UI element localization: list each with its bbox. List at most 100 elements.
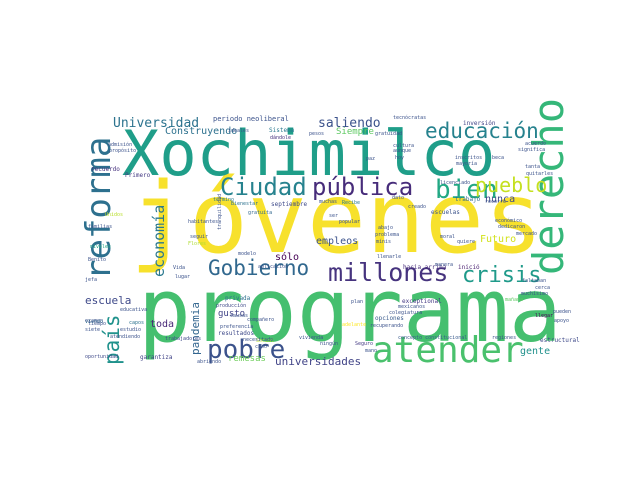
cloud-word-paz: paz	[366, 156, 376, 162]
cloud-word-ningun: ningún	[320, 341, 339, 347]
cloud-word-escuelas: escuelas	[431, 209, 460, 216]
cloud-word-economia: economía	[150, 204, 168, 277]
cloud-word-unidos: Unidos	[105, 212, 124, 218]
cloud-word-inversion: inversión	[463, 120, 496, 127]
cloud-word-construyendo: Construyendo	[165, 126, 238, 137]
cloud-word-gusto: gusto	[218, 309, 246, 319]
cloud-word-solo: sólo	[275, 252, 300, 263]
cloud-word-proposito: propósito	[109, 148, 137, 154]
cloud-word-produccion: producción	[216, 303, 247, 309]
cloud-word-flores: Flores	[188, 241, 207, 247]
cloud-word-colegiatura: colegiatura	[389, 310, 423, 316]
cloud-word-dandole: dándole	[270, 135, 292, 141]
cloud-word-dedicaron: dedicaron	[498, 224, 526, 230]
cloud-word-programa: programa	[138, 259, 562, 362]
cloud-word-moral: moral	[440, 234, 456, 240]
cloud-word-significa: significa	[518, 147, 546, 153]
cloud-word-estudio: estudio	[120, 327, 142, 333]
cloud-word-quiere: quiere	[457, 239, 476, 245]
cloud-word-futuro: Futuro	[480, 234, 517, 245]
cloud-word-opciones: opciones	[375, 315, 404, 322]
cloud-word-minis: mínis	[376, 239, 392, 245]
cloud-word-gratuita: gratuita	[248, 210, 273, 216]
cloud-word-regiones: regiones	[492, 335, 517, 341]
cloud-word-acuerdo: acuerdo	[525, 141, 547, 147]
cloud-word-licenciado: licenciado	[440, 180, 471, 186]
cloud-word-millones: millones	[328, 258, 449, 287]
cloud-word-tranquilidad: tranquilidad	[217, 193, 223, 230]
cloud-word-tecnocratas: tecnócratas	[393, 115, 427, 121]
cloud-word-garantiza: garantiza	[140, 354, 173, 361]
cloud-word-familias: familias	[88, 224, 113, 230]
cloud-word-benito: Benito	[88, 257, 107, 263]
cloud-word-siempre: Siempre	[336, 127, 374, 137]
cloud-word-pesos: pesos	[309, 131, 325, 137]
cloud-word-empleos: empleos	[316, 236, 359, 247]
cloud-word-mercado: mercado	[516, 231, 538, 237]
cloud-word-muchas: muchas	[319, 199, 338, 205]
cloud-word-causas: causas	[230, 313, 249, 319]
word-cloud: jóvenes programa Xochimilco atender dere…	[79, 98, 580, 369]
cloud-word-vivienda: vivienda	[299, 335, 324, 341]
cloud-word-siete: siete	[85, 327, 101, 333]
cloud-word-escuela: escuela	[85, 294, 132, 307]
cloud-word-trabajadores: trabajadores	[165, 336, 202, 342]
cloud-word-companero: compañero	[247, 317, 275, 323]
cloud-word-saliendo: saliendo	[318, 116, 381, 131]
cloud-word-universidades: universidades	[275, 355, 362, 368]
cloud-word-tiempo: tiempo	[88, 321, 107, 327]
cloud-word-creado: creado	[408, 204, 427, 210]
cloud-word-ciudad: Ciudad	[220, 173, 307, 201]
cloud-word-recuperando: recuperando	[370, 323, 404, 329]
cloud-word-manera: manera	[435, 262, 454, 268]
cloud-word-examen: examen	[85, 318, 104, 324]
cloud-word-modelo: modelo	[238, 251, 257, 257]
cloud-word-gratuidad: gratuidad	[375, 131, 403, 137]
cloud-word-termino: término	[213, 197, 235, 203]
cloud-word-llegar: llegar	[535, 313, 554, 319]
cloud-word-capos: capos	[129, 320, 145, 326]
cloud-word-aunque: aunque	[393, 148, 412, 154]
cloud-word-remesas: remesas	[228, 354, 266, 364]
cloud-word-mayoria: mayoría	[456, 161, 478, 167]
cloud-word-niveles: niveles	[90, 244, 112, 250]
cloud-word-jefa: jefa	[85, 277, 98, 283]
cloud-word-crisis: crisis	[462, 263, 542, 288]
cloud-word-cabo: cabo	[255, 344, 268, 350]
cloud-word-pueden: pueden	[553, 309, 572, 315]
cloud-word-concepto-constitucional: concepto constitucional	[398, 335, 468, 341]
cloud-word-periodo-neoliberal: periodo neoliberal	[213, 115, 289, 123]
cloud-word-seguir: seguir	[190, 234, 209, 240]
cloud-word-manana: mañana	[505, 297, 524, 303]
cloud-word-mano: mano	[365, 348, 378, 354]
cloud-word-septiembre: septiembre	[271, 201, 308, 208]
cloud-word-ideales: ideales	[228, 128, 250, 134]
cloud-word-oportunidad: oportunidad	[85, 354, 119, 360]
cloud-word-habitantes: habitantes	[188, 219, 219, 225]
cloud-word-recuerdo: recuerdo	[91, 166, 120, 173]
cloud-word-educativa: educativa	[120, 307, 148, 313]
cloud-word-vida: Vida	[173, 265, 186, 271]
cloud-word-economico: económico	[495, 218, 523, 224]
cloud-word-preferencia: preferencia	[220, 324, 254, 330]
cloud-word-toda: toda	[150, 319, 175, 330]
cloud-word-adelante: adelante	[342, 322, 367, 328]
cloud-word-aplicacion: aplicación	[258, 264, 289, 270]
cloud-word-estructural: estructural	[540, 337, 580, 344]
cloud-word-privada: privada	[225, 295, 251, 302]
cloud-word-inscritos: inscritos	[455, 155, 483, 161]
cloud-word-apoyo: apoyo	[554, 318, 570, 324]
cloud-word-seguro: Seguro	[355, 341, 374, 347]
cloud-word-atender: atender	[372, 330, 524, 371]
cloud-word-abajo: abajo	[378, 225, 394, 231]
cloud-word-bienestar: Bienestar	[231, 201, 259, 207]
cloud-word-pandemia: pandemia	[189, 302, 202, 355]
cloud-word-xochimilco: Xochimilco	[122, 117, 496, 190]
cloud-word-resultados: resultados	[218, 330, 255, 337]
cloud-word-nunca: nunca	[485, 194, 516, 205]
cloud-word-llenarle: llenarle	[377, 254, 402, 260]
cloud-word-dato: dato	[392, 195, 405, 201]
cloud-word-pobre: pobre	[207, 335, 286, 365]
cloud-word-problema: problema	[375, 232, 400, 238]
cloud-word-trabajo: trabajo	[455, 196, 481, 203]
